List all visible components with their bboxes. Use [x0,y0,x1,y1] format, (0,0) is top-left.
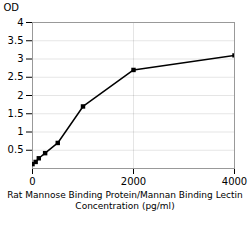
svg-text:0.5: 0.5 [8,144,24,155]
svg-text:3: 3 [17,53,23,64]
svg-text:4000: 4000 [222,176,247,187]
svg-text:3.5: 3.5 [8,35,24,46]
svg-text:2: 2 [17,90,23,101]
html-text:Concentration (pg/ml): Concentration (pg/ml) [75,201,175,212]
svg-text:4: 4 [17,17,23,28]
svg-text:0: 0 [29,176,35,187]
svg-text:2.5: 2.5 [8,71,24,82]
svg-text:OD: OD [4,2,20,13]
svg-text:2000: 2000 [121,176,146,187]
svg-text:1: 1 [17,126,23,137]
svg-text:1.5: 1.5 [8,108,24,119]
html-text:Rat Mannose Binding Protein/Ma: Rat Mannose Binding Protein/Mannan Bindi… [7,190,243,200]
